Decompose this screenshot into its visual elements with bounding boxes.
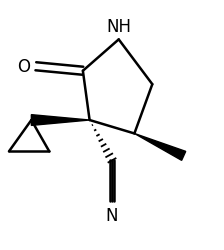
Text: NH: NH — [106, 18, 131, 36]
Text: O: O — [17, 58, 30, 76]
Polygon shape — [31, 115, 90, 126]
Polygon shape — [134, 134, 186, 161]
Text: N: N — [106, 206, 118, 224]
